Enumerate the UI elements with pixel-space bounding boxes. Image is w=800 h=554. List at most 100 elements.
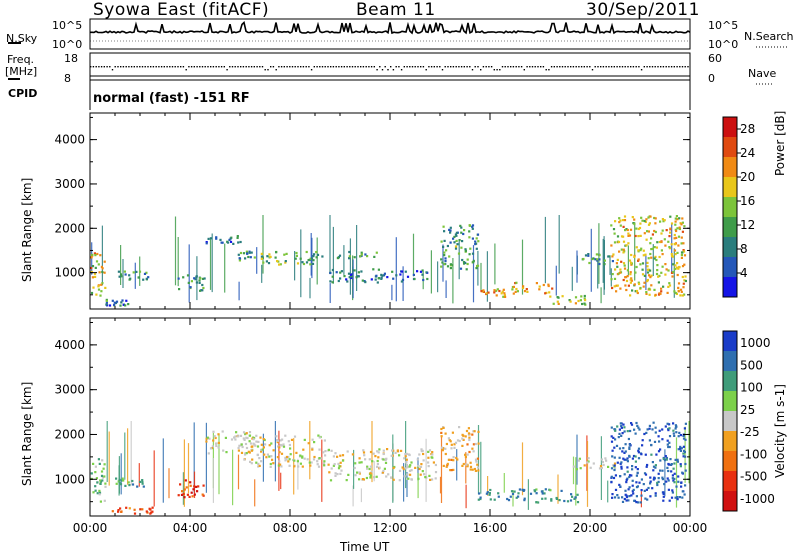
power-cell (611, 255, 614, 258)
velocity-cell (277, 445, 280, 448)
power-cell (642, 254, 645, 257)
velocity-cell (288, 443, 291, 447)
velocity-cell (489, 488, 492, 492)
velocity-cell (141, 482, 144, 485)
freq-point (365, 66, 367, 68)
power-cell (637, 235, 640, 238)
power-cell (260, 255, 263, 258)
power-cell (127, 303, 130, 306)
velocity-cell (666, 439, 669, 442)
velocity-cell (497, 492, 500, 495)
velocity-cell (446, 462, 449, 465)
freq-point (436, 66, 438, 68)
power-cell (640, 216, 643, 219)
power-cell (485, 292, 488, 295)
power-cell (657, 293, 661, 296)
power-cell (449, 229, 452, 232)
velocity-cell (420, 450, 423, 453)
velocity-cell (497, 495, 500, 498)
power-colorbar-swatch (723, 217, 737, 238)
velocity-ylabel: Slant Range [km] (20, 381, 34, 486)
power-streak (521, 239, 524, 295)
power-cell (639, 286, 642, 290)
freq-point (425, 69, 427, 71)
velocity-cell (645, 431, 648, 434)
nave-tick-bottom: 0 (708, 72, 715, 85)
freq-unit-label: [MHz] (5, 65, 38, 78)
power-cell (283, 253, 286, 256)
noise-trace (90, 20, 691, 35)
power-colorbar-swatch (723, 237, 737, 258)
freq-point (128, 66, 130, 68)
velocity-streak (417, 472, 419, 499)
velocity-cell (430, 456, 433, 459)
velocity-cell (684, 422, 687, 425)
velocity-cell (549, 489, 552, 492)
velocity-cell (279, 463, 282, 466)
power-cell (248, 251, 251, 254)
freq-point (280, 66, 283, 68)
freq-point (210, 66, 212, 68)
velocity-cell (654, 464, 657, 467)
power-cell (242, 252, 246, 255)
power-cell (448, 228, 451, 231)
power-cell (674, 264, 677, 267)
velocity-cell (299, 462, 302, 465)
velocity-cell (442, 426, 445, 429)
power-cell (616, 235, 620, 238)
velocity-cell (604, 457, 607, 460)
freq-point (130, 66, 133, 68)
velocity-cell (620, 461, 623, 464)
plot-title: Syowa East (fitACF) (93, 0, 270, 20)
velocity-cell (96, 492, 99, 495)
power-streak (480, 262, 482, 291)
velocity-cell (654, 494, 657, 497)
freq-point (360, 66, 362, 68)
velocity-cell (684, 462, 687, 466)
velocity-cell (622, 447, 625, 450)
velocity-streak (586, 441, 589, 507)
power-cell (623, 264, 626, 267)
velocity-streak (183, 439, 185, 507)
velocity-cell (655, 453, 658, 456)
velocity-cell (673, 434, 676, 437)
velocity-streak (280, 472, 282, 490)
freq-point (460, 66, 463, 68)
velocity-cell (601, 461, 604, 464)
power-cell (675, 266, 679, 269)
velocity-cell (378, 448, 381, 451)
freq-point (90, 66, 92, 68)
power-cell (239, 240, 242, 244)
velocity-cell (278, 446, 281, 449)
velocity-cell (465, 463, 468, 466)
velocity-cell (334, 452, 337, 455)
power-cell (584, 299, 587, 302)
velocity-cell (651, 428, 654, 431)
velocity-colorbar-tick-label: -500 (740, 470, 767, 484)
power-cell (598, 254, 601, 257)
power-cell (634, 234, 637, 238)
power-cell (681, 251, 684, 254)
velocity-cell (243, 438, 246, 441)
power-cell (475, 237, 478, 240)
power-cell (680, 223, 683, 226)
power-cell (620, 260, 623, 263)
velocity-cell (215, 442, 218, 445)
velocity-cell (645, 488, 648, 491)
velocity-cell (256, 445, 260, 448)
velocity-cell (313, 441, 316, 444)
power-cell (93, 252, 96, 255)
power-cell (683, 254, 687, 257)
power-cell (587, 253, 590, 256)
velocity-cell (518, 488, 521, 491)
freq-point (245, 66, 247, 68)
power-cell (658, 240, 661, 244)
freq-tick-top: 18 (64, 52, 78, 65)
power-cell (663, 219, 666, 222)
power-cell (345, 278, 348, 281)
velocity-streak (521, 442, 524, 496)
velocity-streak (512, 490, 514, 507)
power-colorbar-tick-label: 4 (740, 266, 748, 280)
velocity-cell (303, 438, 306, 441)
